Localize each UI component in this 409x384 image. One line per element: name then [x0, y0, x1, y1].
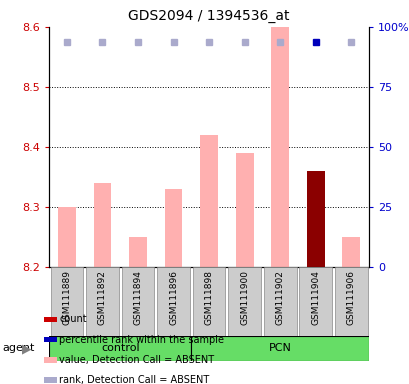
Bar	[129, 237, 146, 267]
Bar	[44, 317, 56, 322]
Bar	[192, 267, 225, 336]
Bar	[86, 267, 119, 336]
Bar	[200, 135, 218, 267]
Text: value, Detection Call = ABSENT: value, Detection Call = ABSENT	[59, 355, 214, 365]
Bar	[228, 267, 261, 336]
Bar	[164, 189, 182, 267]
Bar	[263, 267, 296, 336]
Bar	[49, 336, 191, 361]
Bar	[271, 27, 288, 267]
Text: agent: agent	[2, 343, 34, 354]
Text: GSM111906: GSM111906	[346, 270, 355, 325]
Bar	[157, 267, 189, 336]
Text: GSM111896: GSM111896	[169, 270, 178, 325]
Bar	[191, 336, 368, 361]
Text: GSM111900: GSM111900	[240, 270, 249, 325]
Text: PCN: PCN	[268, 343, 291, 354]
Bar	[44, 377, 56, 383]
Text: GSM111889: GSM111889	[62, 270, 71, 325]
Text: control: control	[101, 343, 139, 354]
Text: GSM111894: GSM111894	[133, 270, 142, 325]
Bar	[121, 267, 154, 336]
Bar	[44, 337, 56, 343]
Text: GSM111902: GSM111902	[275, 270, 284, 325]
Bar	[299, 267, 331, 336]
Text: rank, Detection Call = ABSENT: rank, Detection Call = ABSENT	[59, 375, 209, 384]
Text: GSM111892: GSM111892	[98, 270, 107, 325]
Bar	[334, 267, 367, 336]
Text: GSM111904: GSM111904	[310, 270, 319, 325]
Bar	[235, 153, 253, 267]
Bar	[44, 357, 56, 362]
Text: percentile rank within the sample: percentile rank within the sample	[59, 334, 224, 345]
Text: ▶: ▶	[22, 342, 31, 355]
Text: GSM111898: GSM111898	[204, 270, 213, 325]
Bar	[306, 171, 324, 267]
Text: count: count	[59, 314, 87, 324]
Bar	[50, 267, 83, 336]
Title: GDS2094 / 1394536_at: GDS2094 / 1394536_at	[128, 9, 289, 23]
Bar	[58, 207, 76, 267]
Bar	[342, 237, 359, 267]
Bar	[93, 183, 111, 267]
